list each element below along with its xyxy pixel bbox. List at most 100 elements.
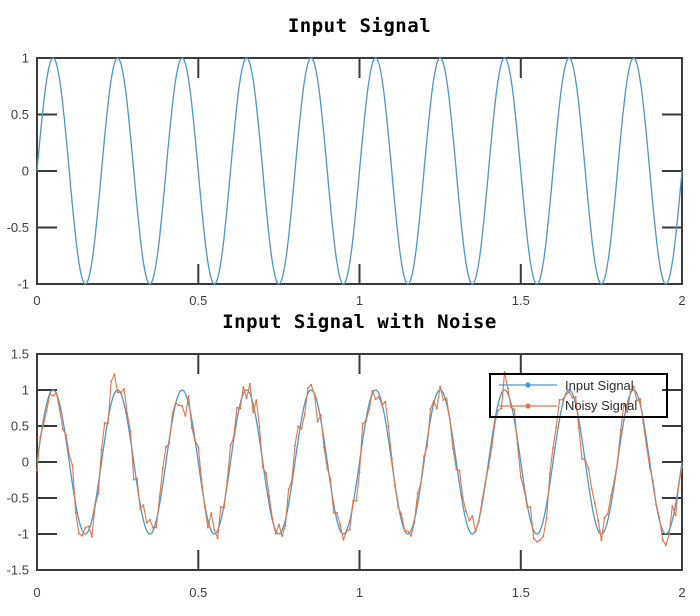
series-noisy-signal-marker — [516, 443, 519, 446]
y-tick-label: 1 — [22, 383, 29, 398]
series-noisy-signal-marker — [674, 514, 677, 517]
top-plot-title: Input Signal — [287, 15, 432, 37]
series-noisy-signal-marker — [219, 506, 222, 508]
series-noisy-signal-marker — [429, 407, 432, 410]
series-noisy-signal-marker — [148, 518, 151, 521]
series-noisy-signal-marker — [410, 534, 413, 537]
series-noisy-signal-marker — [290, 479, 293, 482]
series-noisy-signal-marker — [503, 371, 506, 374]
series-noisy-signal-marker — [571, 396, 574, 399]
legend-line-sample-input-signal — [499, 382, 557, 388]
series-noisy-signal-marker — [52, 394, 55, 397]
series-noisy-signal-marker — [197, 446, 200, 448]
series-noisy-signal-marker — [539, 539, 542, 542]
series-noisy-signal-marker — [500, 407, 503, 410]
series-noisy-signal-marker — [184, 414, 187, 417]
series-noisy-signal-marker — [74, 511, 77, 514]
series-noisy-signal-marker — [461, 496, 464, 499]
series-noisy-signal-marker — [294, 444, 296, 447]
series-noisy-signal-marker — [271, 517, 274, 520]
series-noisy-signal-marker — [464, 510, 467, 513]
series-noisy-signal-marker — [165, 446, 167, 448]
series-noisy-signal-marker — [603, 516, 606, 519]
series-noisy-signal-marker — [174, 401, 177, 404]
legend-entry-input-signal: Input Signal — [491, 375, 666, 395]
series-noisy-signal-marker — [229, 444, 232, 447]
x-tick-label: 1.5 — [512, 293, 530, 308]
series-noisy-signal-marker — [413, 521, 416, 524]
series-noisy-signal-marker — [439, 385, 442, 388]
series-noisy-signal-marker — [255, 399, 258, 402]
series-noisy-signal-marker — [664, 544, 667, 547]
series-noisy-signal-marker — [593, 502, 596, 505]
series-noisy-signal-marker — [332, 511, 335, 514]
series-noisy-signal-marker — [90, 535, 93, 538]
series-noisy-signal-marker — [323, 446, 325, 449]
series-noisy-signal-marker — [581, 457, 583, 460]
series-noisy-signal-marker — [377, 395, 380, 398]
series-noisy-signal-marker — [681, 466, 683, 469]
series-noisy-signal-marker — [632, 385, 635, 388]
series-noisy-signal-marker — [584, 459, 587, 462]
series-noisy-signal-marker — [161, 466, 164, 469]
x-tick-label: 0.5 — [189, 585, 207, 600]
series-noisy-signal-marker — [542, 535, 545, 538]
series-noisy-signal-marker — [113, 373, 116, 376]
series-noisy-signal-marker — [129, 430, 132, 433]
series-noisy-signal-marker — [300, 427, 303, 430]
series-noisy-signal-marker — [352, 499, 355, 502]
series-noisy-signal-marker — [597, 519, 600, 522]
series-noisy-signal-marker — [168, 442, 171, 445]
series-noisy-signal-marker — [136, 477, 138, 480]
series-noisy-signal-marker — [623, 402, 625, 405]
series-noisy-signal-marker — [648, 467, 651, 469]
series-noisy-signal-marker — [494, 421, 496, 424]
series-noisy-signal-marker — [629, 390, 632, 393]
y-tick-label: 0 — [22, 164, 29, 179]
series-noisy-signal-marker — [36, 469, 38, 472]
bottom-plot-title: Input Signal with Noise — [222, 311, 497, 333]
series-noisy-signal-marker — [342, 538, 345, 541]
series-noisy-signal-marker — [107, 422, 109, 425]
series-noisy-signal-marker — [490, 446, 493, 449]
series-noisy-signal-marker — [155, 526, 158, 529]
series-noisy-signal-marker — [513, 408, 516, 411]
series-noisy-signal-marker — [287, 488, 290, 491]
series-noisy-signal-marker — [390, 457, 393, 460]
series-noisy-signal-marker — [445, 397, 448, 400]
series-noisy-signal-marker — [481, 499, 484, 502]
series-noisy-signal-marker — [335, 511, 338, 514]
series-noisy-signal-marker — [642, 422, 645, 425]
series-noisy-signal-marker — [519, 476, 522, 479]
series-noisy-signal-marker — [365, 419, 367, 422]
series-noisy-signal-marker — [426, 445, 429, 448]
series-noisy-signal-marker — [487, 466, 490, 469]
series-noisy-signal-marker — [68, 454, 71, 457]
series-noisy-signal-marker — [600, 539, 603, 542]
series-noisy-signal-marker — [529, 506, 532, 509]
x-tick-label: 1 — [356, 585, 363, 600]
series-noisy-signal-marker — [81, 534, 84, 537]
series-noisy-signal-marker — [484, 481, 487, 484]
series-noisy-signal-marker — [297, 425, 300, 428]
series-noisy-signal-marker — [226, 479, 229, 482]
series-noisy-signal-marker — [474, 530, 477, 533]
series-noisy-signal-marker — [277, 523, 280, 526]
series-noisy-signal-marker — [265, 472, 267, 475]
series-noisy-signal-marker — [381, 404, 384, 407]
series-noisy-signal-marker — [374, 398, 377, 401]
series-noisy-signal-marker — [442, 399, 445, 401]
series-noisy-signal-marker — [236, 406, 238, 409]
series-noisy-signal-marker — [319, 414, 322, 416]
series-noisy-signal-marker — [200, 478, 203, 481]
legend-entry-noisy-signal: Noisy Signal — [491, 396, 666, 416]
series-input-signal — [36, 57, 683, 285]
x-tick-label: 0 — [33, 293, 40, 308]
series-noisy-signal-marker — [655, 503, 658, 506]
x-tick-label: 2 — [678, 585, 685, 600]
series-noisy-signal-marker — [48, 392, 51, 395]
series-noisy-signal-marker — [548, 472, 551, 475]
y-tick-label: 0 — [22, 455, 29, 470]
series-noisy-signal-marker — [555, 426, 558, 429]
